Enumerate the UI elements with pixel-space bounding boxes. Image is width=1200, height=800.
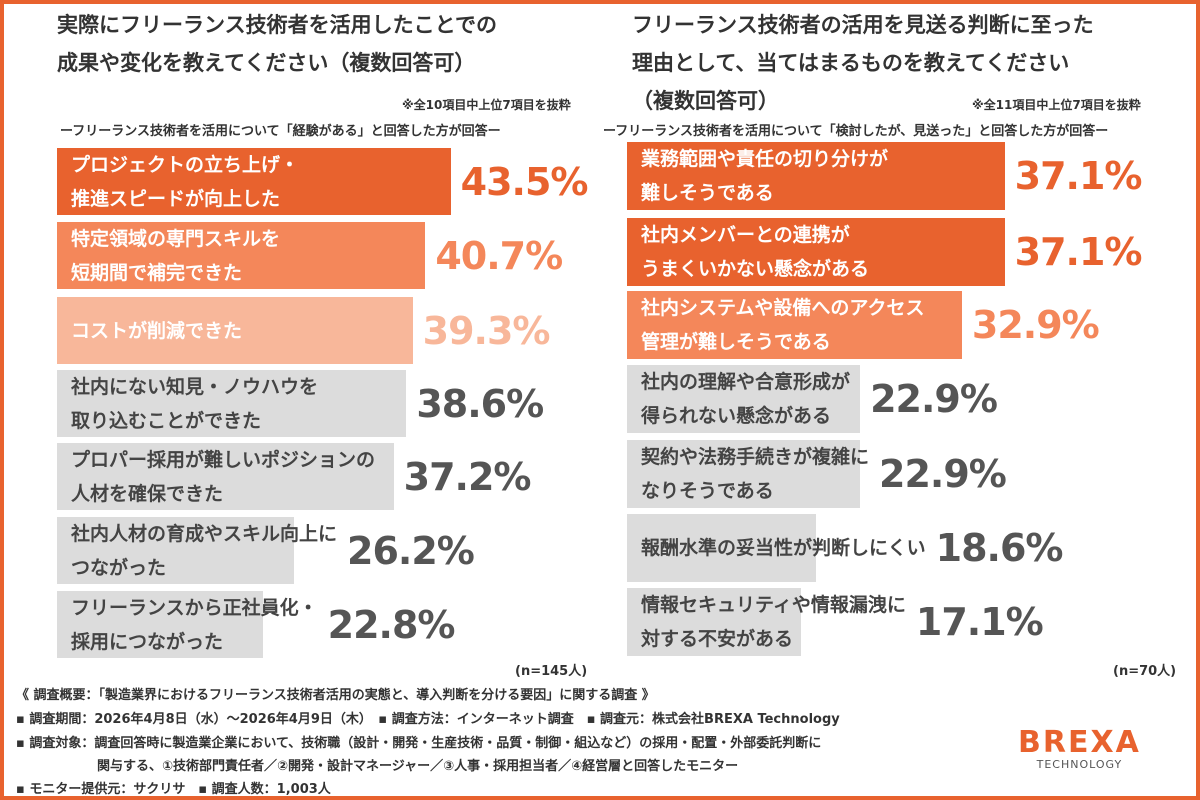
brexa-logo: BREXA TECHNOLOGY: [1018, 725, 1141, 772]
value-label: 18.6%: [935, 526, 1064, 570]
bar-label: プロパー採用が難しいポジションの 人材を確保できた: [71, 448, 376, 505]
left-chart-subtitle: ーフリーランス技術者を活用について「経験がある」と回答した方が回答ー: [60, 124, 501, 139]
left-sample-size: (n=145人): [515, 664, 588, 679]
value-label: 22.9%: [879, 452, 1007, 496]
bar: 社内システムや設備へのアクセス 管理が難しそうである: [627, 291, 962, 359]
bar-label: 契約や法務手続きが複雑に なりそうである: [641, 446, 870, 502]
bar-label: 報酬水準の妥当性が判断しにくい: [641, 537, 926, 559]
value-label: 38.6%: [416, 381, 544, 426]
value-label: 26.2%: [347, 528, 475, 573]
right-chart-title: フリーランス技術者の活用を見送る判断に至った 理由として、当てはまるものを教えて…: [632, 13, 1094, 113]
value-label: 37.1%: [1014, 230, 1143, 274]
bar: プロジェクトの立ち上げ・ 推進スピードが向上した: [57, 148, 451, 215]
bar-label: 社内システムや設備へのアクセス 管理が難しそうである: [641, 297, 925, 353]
right-chart-subtitle: ーフリーランス技術者を活用について「検討したが、見送った」と回答した方が回答ー: [603, 124, 1109, 139]
bar: 特定領域の専門スキルを 短期間で補完できた: [57, 222, 426, 289]
bar: 社内の理解や合意形成が 得られない懸念がある: [627, 365, 861, 433]
bar-label: 情報セキュリティや情報漏洩に 対する不安がある: [641, 594, 906, 650]
bar-label: フリーランスから正社員化・ 採用につながった: [71, 596, 318, 653]
survey-period-method: ▪ 調査期間：2026年4月8日（水）〜2026年4月9日（木） ▪ 調査方法：…: [16, 712, 840, 727]
survey-provider: ▪ モニター提供元：サクリサ ▪ 調査人数：1,003人: [16, 782, 331, 797]
bar: 社内にない知見・ノウハウを 取り込むことができた: [57, 370, 407, 437]
logo-sub: TECHNOLOGY: [1036, 758, 1123, 771]
bar-label: 特定領域の専門スキルを 短期間で補完できた: [71, 227, 281, 284]
bar: 報酬水準の妥当性が判断しにくい: [627, 514, 926, 582]
bar-label: コストが削減できた: [71, 319, 243, 342]
left-chart-title: 実際にフリーランス技術者を活用したことでの 成果や変化を教えてください（複数回答…: [57, 13, 497, 75]
value-label: 37.1%: [1014, 154, 1143, 198]
bar: 契約や法務手続きが複雑に なりそうである: [627, 440, 869, 508]
bar: 業務範囲や責任の切り分けが 難しそうである: [627, 142, 1005, 210]
bar: 情報セキュリティや情報漏洩に 対する不安がある: [627, 588, 906, 656]
bar-label: 業務範囲や責任の切り分けが 難しそうである: [641, 148, 889, 204]
value-label: 32.9%: [971, 303, 1100, 347]
value-label: 43.5%: [460, 159, 589, 204]
right-sample-size: (n=70人): [1113, 664, 1177, 679]
value-label: 22.8%: [327, 602, 456, 647]
bar: プロパー採用が難しいポジションの 人材を確保できた: [57, 443, 394, 510]
bar: フリーランスから正社員化・ 採用につながった: [57, 591, 318, 658]
bar: 社内メンバーとの連携が うまくいかない懸念がある: [627, 218, 1005, 286]
survey-target-cont: 関与する、①技術部門責任者／②開発・設計マネージャー／③人事・採用担当者／④経営…: [97, 759, 739, 774]
bar-label: 社内にない知見・ノウハウを 取り込むことができた: [71, 375, 319, 432]
logo-brand: BREXA: [1018, 725, 1141, 760]
value-label: 40.7%: [435, 233, 563, 278]
bar-label: 社内の理解や合意形成が 得られない懸念がある: [641, 371, 851, 427]
right-chart-note: ※全11項目中上位7項目を抜粋: [972, 98, 1141, 112]
bar-label: 社内人材の育成やスキル向上に つながった: [71, 522, 338, 579]
bar: 社内人材の育成やスキル向上に つながった: [57, 517, 337, 584]
left-chart-note: ※全10項目中上位7項目を抜粋: [402, 98, 571, 112]
bar-label: プロジェクトの立ち上げ・ 推進スピードが向上した: [71, 153, 300, 210]
value-label: 37.2%: [403, 454, 532, 499]
survey-target: ▪ 調査対象：調査回答時に製造業企業において、技術職（設計・開発・生産技術・品質…: [16, 736, 822, 751]
value-label: 22.9%: [870, 377, 998, 421]
bar: コストが削減できた: [57, 297, 413, 364]
survey-overview: 《 調査概要：「製造業界におけるフリーランス技術者活用の実態と、導入判断を分ける…: [16, 688, 655, 703]
value-label: 17.1%: [915, 600, 1044, 644]
value-label: 39.3%: [422, 308, 551, 353]
bar-label: 社内メンバーとの連携が うまくいかない懸念がある: [641, 224, 870, 280]
